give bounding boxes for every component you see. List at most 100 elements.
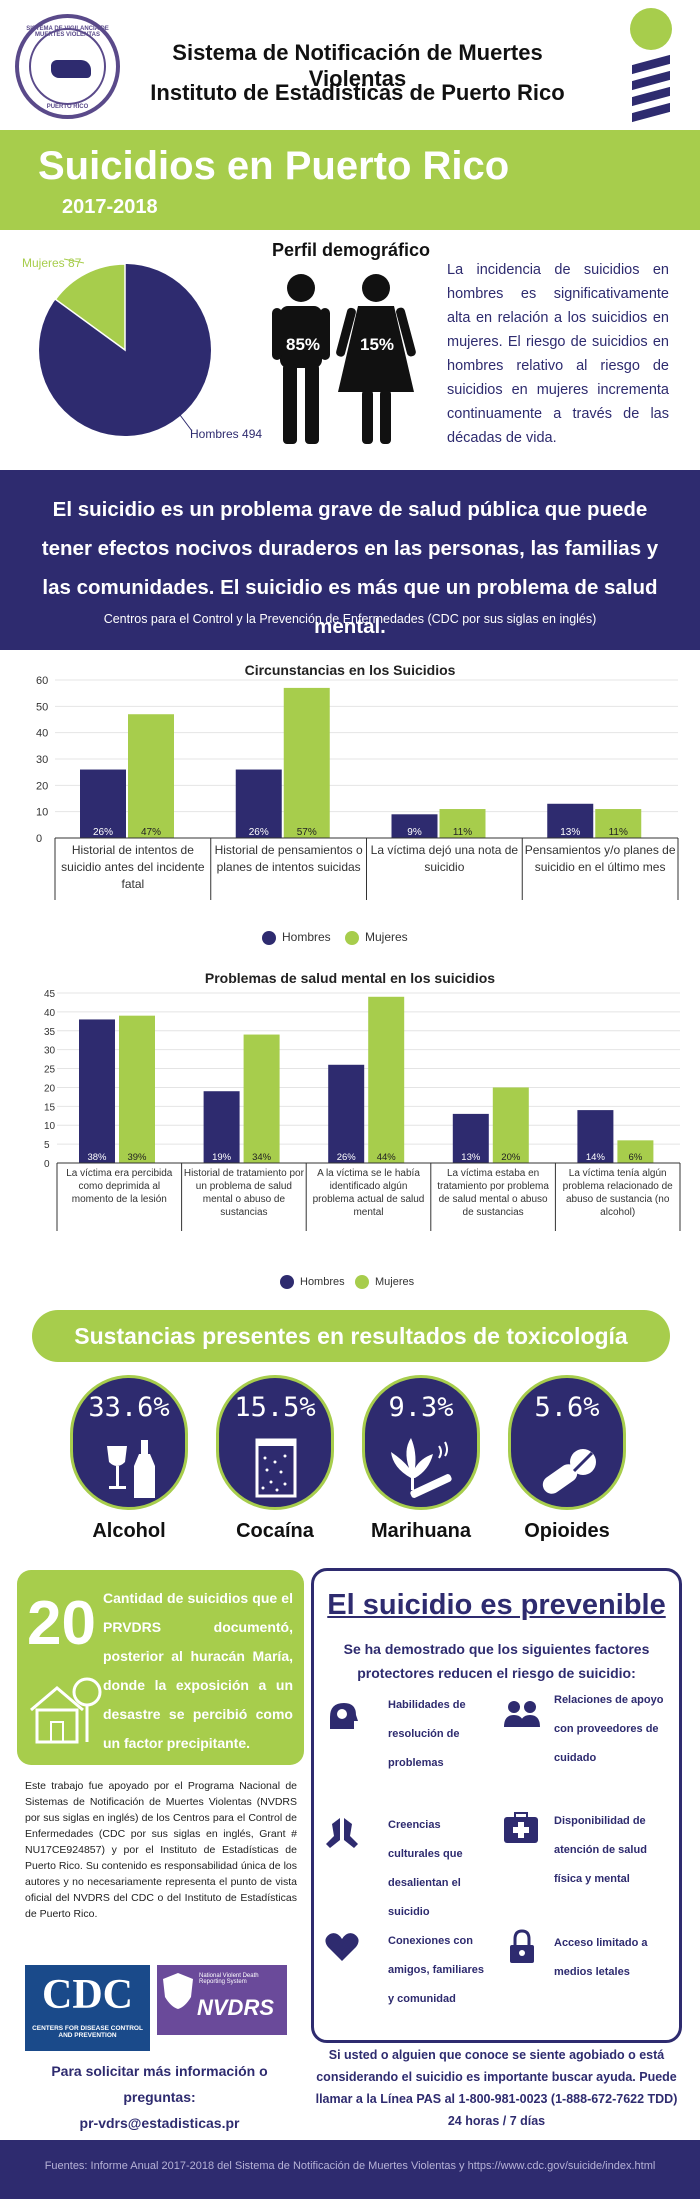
title-band: Suicidios en Puerto Rico 2017-2018 [0, 130, 700, 230]
female-figure-icon [336, 274, 416, 444]
people-icon [504, 1701, 540, 1727]
bar-mujeres [595, 809, 642, 838]
legend-dot-hombres [262, 930, 276, 945]
category-label: La víctima dejó una nota de suicidio [370, 843, 519, 874]
male-percentage: 85% [286, 335, 321, 354]
bar-mujeres [243, 1034, 280, 1163]
tox-pct-cocaina: 15.5% [234, 1392, 316, 1423]
legend-dot-mujeres [345, 930, 359, 945]
support-statement: Este trabajo fue apoyado por el Programa… [25, 1780, 297, 1920]
factor-support-relations: Relaciones de apoyo con proveedores de c… [554, 1694, 664, 1764]
puerto-rico-map-icon [51, 60, 91, 78]
bar-data-label: 9% [407, 827, 422, 838]
cdc-quote-block: El suicidio es un problema grave de salu… [0, 470, 700, 650]
seal-bottom-text: PUERTO RICO [46, 104, 89, 110]
bar-data-label: 11% [609, 827, 628, 838]
medical-kit-icon [504, 1812, 538, 1843]
male-figure-icon [272, 274, 330, 444]
demographics-text: La incidencia de suicidios en hombres es… [447, 262, 669, 446]
y-tick-label: 10 [36, 807, 48, 819]
bar-hombres [79, 1019, 115, 1163]
alcohol-icon [107, 1440, 155, 1498]
page-title: Suicidios en Puerto Rico [38, 144, 510, 188]
bar-data-label: 38% [87, 1152, 107, 1163]
factor-health-access: Disponibilidad de atención de salud físi… [554, 1815, 647, 1885]
factor-cultural-beliefs: Creencias culturales que desalientan el … [388, 1819, 463, 1918]
bar-data-label: 26% [337, 1152, 357, 1163]
hurricane-box: 20 Cantidad de suicidios que el PRVDRS d… [17, 1570, 304, 1765]
category-label: La víctima estaba en tratamiento por pro… [437, 1168, 549, 1218]
toxicology-title: Sustancias presentes en resultados de to… [32, 1310, 670, 1362]
y-tick-label: 5 [44, 1140, 50, 1151]
pie-label-mujeres: Mujeres 87 [22, 256, 82, 270]
factor-lethal-means: Acceso limitado a medios letales [554, 1937, 648, 1978]
cdc-logo: CDC CENTERS FOR DISEASE CONTROL AND PREV… [25, 1965, 150, 2051]
demographics-title: Perfil demográfico [272, 240, 431, 260]
gender-figures [272, 274, 416, 444]
seal-logo: SISTEMA DE VIGILANCIA DE MUERTES VIOLENT… [15, 14, 120, 119]
nvdrs-logo: National Violent Death Reporting System … [157, 1965, 287, 2035]
tox-name-opioides: Opioides [524, 1520, 610, 1542]
category-label: A la víctima se le había identificado al… [312, 1168, 425, 1218]
tox-card-marihuana: 9.3% [362, 1375, 480, 1510]
y-tick-label: 60 [36, 675, 48, 687]
legend-dot-hombres [280, 1275, 294, 1289]
quote-source: Centros para el Control y la Prevención … [103, 612, 597, 626]
bar-hombres [80, 769, 126, 838]
bar-hombres [452, 1113, 489, 1163]
bar-mujeres [368, 996, 405, 1163]
y-tick-label: 30 [36, 754, 48, 766]
bar-data-label: 26% [93, 827, 113, 838]
bar-hombres [577, 1110, 614, 1163]
bar-hombres [391, 814, 438, 838]
pie-leader-mujeres [63, 258, 85, 264]
category-label: Historial de pensamientos o planes de in… [214, 843, 363, 874]
bar-data-label: 13% [461, 1152, 481, 1163]
bar-data-label: 13% [560, 827, 580, 838]
bar-data-label: 6% [629, 1152, 643, 1163]
y-tick-label: 35 [44, 1027, 56, 1038]
female-percentage: 15% [360, 335, 395, 354]
contact-line2: preguntas: [123, 2089, 196, 2105]
hurricane-text: Cantidad de suicidios que el PRVDRS docu… [103, 1590, 293, 1751]
chart2-legend-hombres: Hombres [280, 1275, 345, 1289]
hurricane-number: 20 [27, 1589, 96, 1658]
bar-data-label: 11% [453, 827, 472, 838]
tox-name-marihuana: Marihuana [370, 1520, 472, 1542]
marijuana-icon [391, 1438, 452, 1498]
chart1-legend-hombres: Hombres [262, 930, 331, 945]
cocaine-icon [255, 1438, 297, 1498]
bar-data-label: 14% [586, 1152, 606, 1163]
header: SISTEMA DE VIGILANCIA DE MUERTES VIOLENT… [0, 0, 700, 130]
bar-hombres [235, 769, 282, 838]
tox-card-cocaina: 15.5% [216, 1375, 334, 1510]
bar-mujeres [439, 809, 486, 838]
contact-email[interactable]: pr-vdrs@estadisticas.pr [79, 2115, 240, 2131]
bar-data-label: 39% [127, 1152, 147, 1163]
cdc-logo-subtext: CENTERS FOR DISEASE CONTROL AND PREVENTI… [32, 2025, 143, 2039]
factor-problem-solving: Habilidades de resolución de problemas [388, 1699, 466, 1769]
institute-logo-icon [630, 8, 672, 50]
y-tick-label: 30 [44, 1046, 56, 1057]
chart1-legend-mujeres: Mujeres [345, 930, 408, 945]
factor-connections: Conexiones con amigos, familiares y comu… [388, 1935, 484, 2005]
prevention-title: El suicidio es prevenible [327, 1589, 666, 1621]
category-label: Historial de tratamiento por un problema… [183, 1168, 304, 1218]
tox-pct-alcohol: 33.6% [88, 1392, 170, 1423]
bar-data-label: 20% [501, 1152, 521, 1163]
bar-data-label: 57% [297, 827, 317, 838]
pie-leader-hombres [179, 414, 193, 432]
prevention-box: El suicidio es prevenible Se ha demostra… [311, 1568, 682, 2043]
bar-hombres [203, 1091, 240, 1163]
nvdrs-shield-icon [163, 1973, 193, 2009]
header-title-line2: Instituto de Estadísticas de Puerto Rico [150, 80, 565, 105]
house-tree-icon [30, 1677, 102, 1744]
quote-text: El suicidio es un problema grave de salu… [41, 498, 659, 638]
pie-label-hombres: Hombres 494 [190, 427, 263, 441]
nvdrs-logo-subtext: National Violent Death Reporting System [199, 1973, 259, 1985]
bar-data-label: 26% [249, 827, 269, 838]
y-tick-label: 20 [36, 780, 48, 792]
bar-mujeres [128, 714, 174, 838]
chart2-legend-mujeres: Mujeres [355, 1275, 414, 1289]
y-tick-label: 45 [44, 989, 56, 1000]
